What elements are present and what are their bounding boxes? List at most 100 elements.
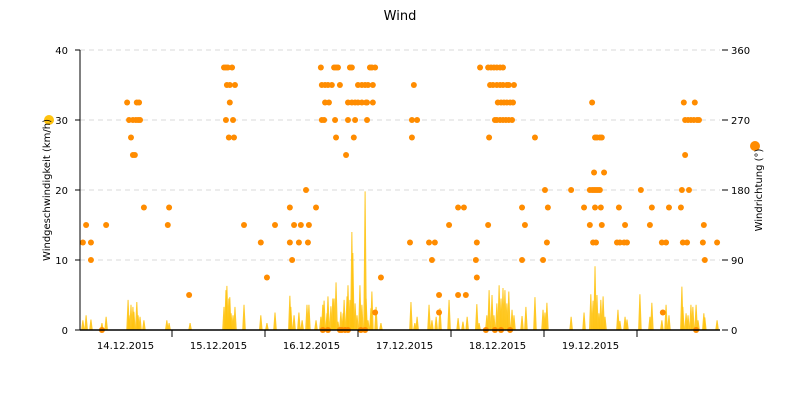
direction-point — [663, 239, 670, 246]
direction-point — [87, 257, 94, 263]
speed-bar — [415, 316, 419, 330]
left-tick-label: 40 — [55, 46, 68, 57]
direction-point — [499, 64, 506, 71]
direction-point — [334, 64, 341, 71]
speed-bar — [374, 306, 378, 330]
direction-point — [137, 117, 144, 123]
direction-point — [186, 292, 193, 298]
direction-point — [596, 187, 603, 193]
direction-point — [166, 204, 173, 211]
direction-point — [541, 187, 548, 193]
direction-point — [343, 152, 350, 158]
direction-point — [598, 222, 605, 228]
direction-point — [510, 82, 517, 88]
direction-point — [436, 292, 443, 298]
speed-bar — [273, 312, 277, 330]
direction-point — [601, 169, 608, 176]
left-axis-title: Windgeschwindigkeit (km/h) — [42, 119, 53, 261]
direction-point — [658, 239, 665, 246]
direction-point — [455, 292, 462, 298]
direction-point — [333, 134, 340, 141]
speed-bar — [265, 323, 269, 330]
direction-point — [225, 134, 232, 141]
direction-point — [348, 64, 355, 71]
speed-bar — [660, 320, 664, 330]
speed-bar — [638, 294, 642, 330]
speed-bar — [142, 320, 146, 330]
speed-bar — [351, 253, 355, 330]
direction-point — [691, 99, 698, 106]
speed-bar — [322, 300, 326, 330]
direction-point — [352, 117, 359, 123]
speed-bar — [715, 320, 719, 330]
x-tick-label: 18.12.2015 — [469, 341, 526, 352]
speed-bar — [667, 315, 671, 330]
speed-bar — [618, 320, 622, 330]
direction-point — [682, 152, 689, 158]
speed-bar — [289, 306, 293, 330]
speed-bar — [242, 304, 246, 330]
speed-bar — [165, 320, 169, 330]
direction-point — [622, 222, 629, 228]
left-tick-label: 10 — [55, 256, 68, 267]
speed-bar — [138, 316, 142, 330]
speed-bar — [477, 323, 481, 330]
direction-point — [677, 204, 684, 211]
direction-point — [286, 239, 293, 246]
speed-bar — [360, 304, 364, 330]
direction-point — [365, 82, 372, 88]
speed-bar — [430, 320, 434, 330]
direction-point — [295, 239, 302, 246]
x-tick-label: 16.12.2015 — [283, 341, 340, 352]
direction-point — [505, 82, 512, 88]
right-tick-label: 180 — [731, 186, 750, 197]
gridlines — [80, 49, 720, 261]
direction-point — [317, 64, 324, 71]
direction-point — [304, 239, 311, 246]
direction-point — [616, 239, 623, 246]
direction-point — [485, 222, 492, 228]
speed-bar — [370, 291, 374, 330]
direction-point — [591, 169, 598, 176]
speed-bar — [691, 306, 695, 330]
direction-point — [332, 117, 339, 123]
speed-bar — [355, 315, 359, 330]
direction-point — [460, 204, 467, 211]
speed-bar — [297, 312, 301, 330]
direction-point — [436, 309, 443, 316]
direction-point — [589, 99, 596, 106]
direction-point — [597, 204, 604, 211]
direction-point — [83, 222, 90, 228]
direction-point — [684, 239, 691, 246]
direction-point — [136, 99, 143, 106]
x-tick-label: 19.12.2015 — [562, 341, 619, 352]
direction-point — [226, 82, 233, 88]
direction-point — [226, 99, 233, 106]
right-axis-title: Windrichtung (°) — [754, 149, 765, 232]
direction-point — [344, 117, 351, 123]
direction-point — [229, 64, 236, 71]
speed-bar — [233, 306, 237, 330]
right-tick-label: 90 — [731, 256, 744, 267]
speed-bar — [334, 282, 338, 330]
direction-point — [623, 239, 630, 246]
direction-point — [124, 99, 131, 106]
speed-bar — [438, 308, 442, 330]
direction-legend-marker[interactable] — [750, 141, 760, 151]
speed-bar — [456, 318, 460, 330]
direction-point — [685, 187, 692, 193]
speed-legend-marker[interactable] — [44, 115, 54, 125]
left-tick-label: 30 — [55, 116, 68, 127]
direction-point — [568, 187, 575, 193]
speed-bar — [314, 320, 318, 330]
direction-point — [486, 134, 493, 141]
direction-point — [431, 239, 438, 246]
direction-point — [472, 257, 479, 263]
direction-point — [414, 117, 421, 123]
direction-point — [79, 239, 86, 246]
direction-point — [531, 134, 538, 141]
direction-point — [519, 257, 526, 263]
speed-bar — [545, 302, 549, 330]
direction-point — [598, 134, 605, 141]
